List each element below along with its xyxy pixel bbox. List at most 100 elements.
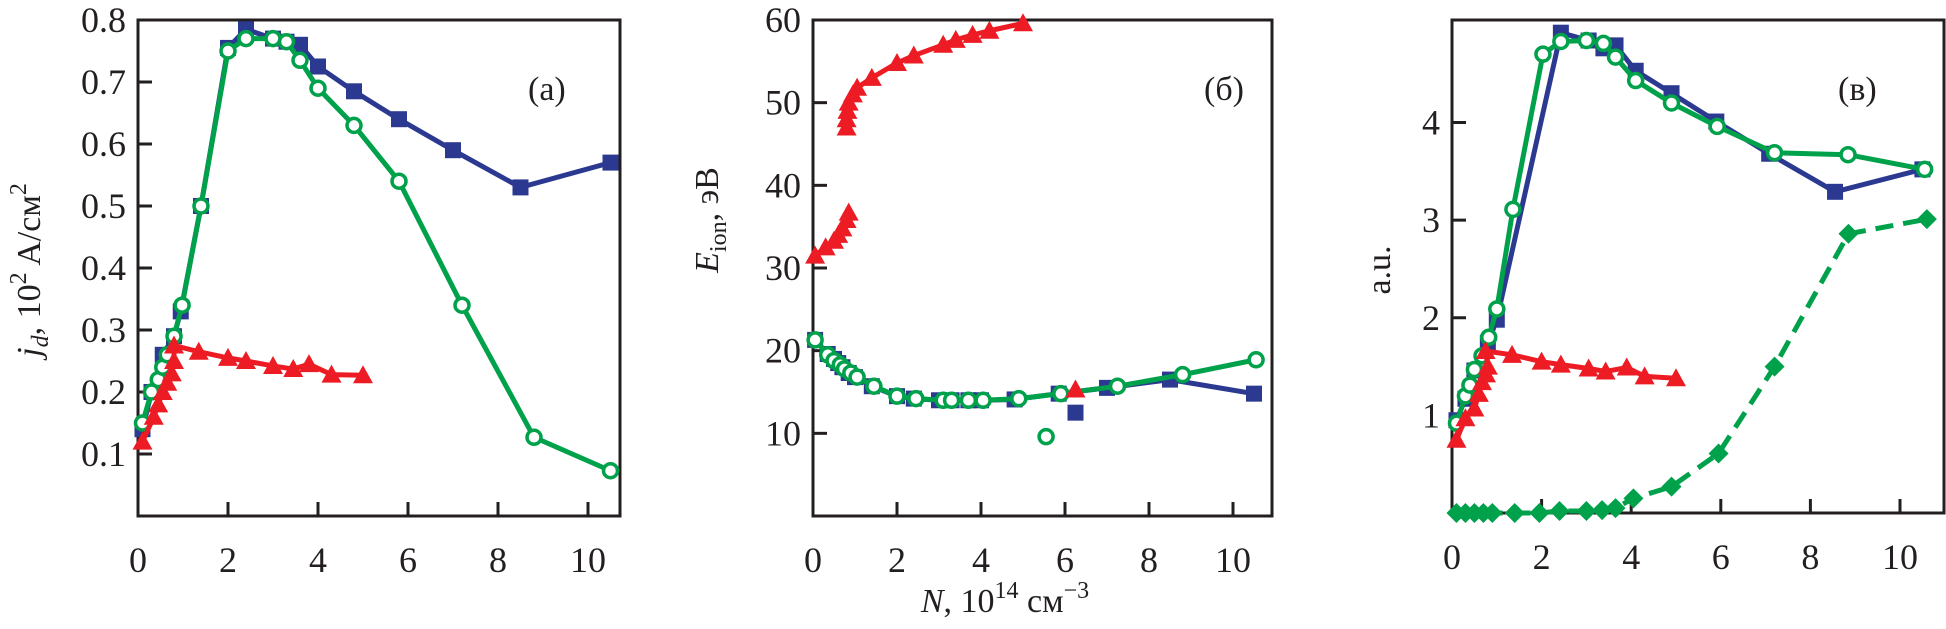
panel-label: (a)	[528, 71, 566, 108]
data-point-circle	[942, 391, 961, 410]
x-tick-label: 6	[399, 540, 417, 580]
data-point-triangle	[299, 354, 319, 373]
data-point-triangle	[132, 431, 153, 450]
data-point-triangle	[903, 45, 924, 64]
data-point-circle	[1708, 117, 1726, 136]
data-point-circle	[390, 172, 408, 190]
y-tick-label: 1	[1422, 395, 1440, 435]
data-point-triangle	[1578, 358, 1599, 377]
series-group	[132, 21, 620, 480]
y-axis-title: jd, 102 A/см2	[6, 183, 54, 361]
data-point-triangle	[1065, 379, 1086, 398]
data-point-circle	[291, 51, 309, 70]
plot-area-frame	[1450, 18, 1946, 515]
x-tick-label: 8	[1801, 537, 1819, 577]
x-axis-title: N, 1014 см−3	[920, 578, 1089, 620]
y-tick-label: 20	[765, 331, 801, 371]
data-point-triangle	[263, 355, 283, 374]
y-tick-label: 3	[1422, 200, 1440, 240]
data-point-circle	[1662, 94, 1681, 112]
y-axis-title: Eion, эВ	[689, 167, 732, 274]
data-point-circle	[309, 79, 327, 97]
data-point-circle	[1010, 389, 1028, 408]
data-point-triangle	[164, 351, 184, 369]
y-tick-label: 2	[1422, 298, 1440, 338]
data-point-triangle	[1455, 408, 1476, 427]
data-point-triangle	[1464, 398, 1485, 417]
data-point-circle	[601, 461, 620, 480]
panel-label: (в)	[1838, 71, 1877, 108]
x-tick-label: 0	[129, 540, 147, 580]
data-point-triangle	[321, 364, 342, 383]
data-point-triangle	[887, 52, 907, 71]
data-point-diamond	[1623, 488, 1644, 509]
x-tick-label: 4	[1622, 537, 1640, 577]
data-point-diamond	[1504, 503, 1525, 523]
ticks: 0 2 4 6 8 10 0.1 0.2 0.3 0.4 0.5 0.6 0.7 0.8	[81, 0, 606, 580]
x-tick-label: 0	[804, 540, 822, 580]
data-point-diamond	[1576, 501, 1597, 522]
data-point-circle	[1037, 427, 1055, 446]
data-point-triangle	[283, 359, 304, 378]
data-point-circle	[219, 42, 237, 60]
data-point-triangle	[933, 34, 954, 53]
data-point-circle	[848, 368, 866, 386]
data-point-triangle	[1468, 383, 1489, 402]
data-point-circle	[1915, 160, 1934, 179]
data-point-triangle	[1502, 344, 1523, 363]
data-point-circle	[525, 428, 543, 447]
data-point-circle	[1594, 34, 1613, 53]
data-point-circle	[959, 391, 978, 410]
data-point-square	[1827, 183, 1844, 200]
data-point-triangle	[1595, 361, 1616, 380]
data-point-triangle	[1550, 354, 1571, 373]
y-tick-label: 0.2	[81, 372, 126, 412]
data-point-circle	[1504, 200, 1522, 219]
data-point-diamond	[1549, 501, 1570, 522]
data-point-circle	[1534, 45, 1552, 63]
data-point-diamond	[1838, 223, 1859, 244]
y-tick-label: 0.6	[81, 124, 126, 164]
data-point-triangle	[1531, 351, 1552, 370]
data-point-diamond	[1482, 503, 1503, 523]
data-point-triangle	[1477, 356, 1498, 375]
data-point-circle	[1606, 48, 1625, 66]
data-point-circle	[1108, 377, 1127, 395]
data-point-square	[512, 179, 529, 196]
data-point-triangle	[157, 372, 178, 391]
data-point-circle	[264, 29, 282, 48]
panel-b: 0 2 4 6 8 10 10 20 30 40 50 60 (б) Eion, эВ N, 1014…	[689, 0, 1274, 620]
data-point-circle	[237, 29, 255, 48]
panel-a: 0 2 4 6 8 10 0.1 0.2 0.3 0.4 0.5 0.6 0.7 0.8 (a) jd, …	[6, 0, 622, 580]
data-point-circle	[1577, 31, 1596, 50]
data-point-triangle	[1475, 340, 1496, 359]
data-point-circle	[1173, 365, 1192, 384]
data-point-triangle	[838, 202, 859, 221]
data-point-triangle	[945, 29, 966, 48]
data-point-diamond	[1916, 209, 1937, 230]
data-point-circle	[277, 32, 296, 51]
x-tick-label: 2	[219, 540, 237, 580]
data-point-square	[602, 154, 619, 171]
data-point-triangle	[1446, 429, 1467, 448]
data-point-square	[1067, 404, 1084, 421]
data-point-triangle	[1616, 357, 1637, 376]
data-point-diamond	[1605, 498, 1626, 519]
y-tick-label: 0.7	[81, 62, 126, 102]
x-tick-label: 10	[570, 540, 606, 580]
x-tick-label: 10	[1215, 540, 1251, 580]
y-tick-label: 0.4	[81, 248, 126, 288]
x-tick-label: 8	[1140, 540, 1158, 580]
data-point-diamond	[1592, 500, 1613, 521]
x-tick-label: 8	[489, 540, 507, 580]
data-point-circle	[453, 296, 471, 314]
y-tick-label: 40	[765, 165, 801, 205]
data-point-square	[391, 111, 407, 128]
y-tick-label: 60	[765, 0, 801, 40]
data-point-triangle	[847, 77, 868, 96]
data-point-triangle	[861, 67, 882, 86]
y-tick-label: 50	[765, 83, 801, 123]
data-point-circle	[907, 389, 925, 408]
